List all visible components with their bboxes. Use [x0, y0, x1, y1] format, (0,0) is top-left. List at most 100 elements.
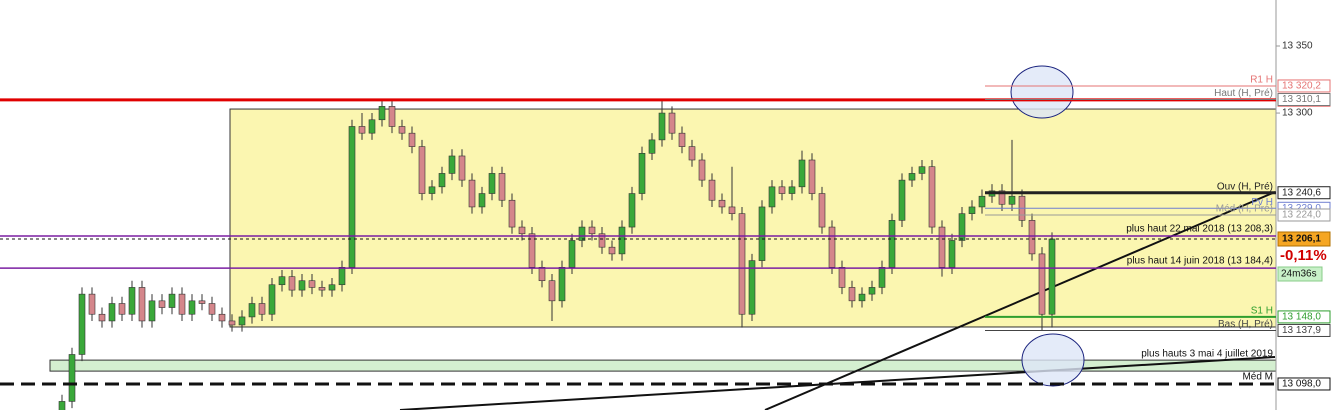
candle-body: [548, 280, 556, 302]
candle-body: [908, 173, 916, 181]
candle-body: [958, 213, 966, 241]
candle-body: [538, 266, 546, 282]
candle-body: [868, 287, 876, 295]
candle-body: [68, 354, 76, 402]
price-tag-label: 13 320,2: [1282, 81, 1321, 92]
candle-body: [798, 159, 806, 188]
candle-body: [878, 266, 886, 288]
price-tag-label: 13 137,9: [1282, 325, 1321, 336]
price-change: -0,11%: [1280, 247, 1327, 264]
candle-body: [478, 193, 486, 208]
candle-body: [888, 220, 896, 268]
candle-body: [328, 284, 336, 291]
candle-body: [588, 226, 596, 235]
line-label: plus haut 22 mai 2018 (13 208,3): [1126, 224, 1273, 235]
price-tag: [1277, 208, 1331, 222]
candle-body: [278, 276, 286, 286]
candle-body: [968, 206, 976, 214]
line-label: Méd M: [1242, 372, 1273, 383]
candle-body: [428, 186, 436, 194]
price-tag: [1277, 377, 1331, 391]
candle-body: [628, 193, 636, 228]
highlight-ellipse: [1021, 333, 1085, 387]
candle-body: [528, 233, 536, 268]
candle-body: [258, 303, 266, 315]
candle-body: [498, 173, 506, 201]
level-label: Haut (H, Pré): [1214, 88, 1273, 99]
candle-body: [178, 293, 186, 315]
level-label: Méd (H, Pré): [1216, 204, 1273, 215]
candle-body: [998, 190, 1006, 205]
price-tag: [1277, 186, 1331, 200]
candle-body: [728, 206, 736, 214]
last-price-label: 13 206,1: [1282, 234, 1321, 245]
candle-body: [558, 266, 566, 302]
price-tag: [1277, 323, 1331, 337]
candle-body: [388, 106, 396, 127]
candle-body: [98, 313, 106, 322]
last-price-tag: [1277, 231, 1331, 247]
candle-body: [898, 179, 906, 221]
candle-body: [638, 152, 646, 194]
candle-body: [338, 266, 346, 286]
candle-body: [1038, 253, 1046, 315]
candle-body: [158, 300, 166, 308]
candle-body: [768, 186, 776, 208]
price-tag: [1277, 310, 1331, 324]
level-label: S1 H: [1251, 306, 1273, 317]
candle-body: [688, 146, 696, 161]
candle-body: [818, 193, 826, 228]
candle-body: [698, 159, 706, 181]
candle-body: [268, 284, 276, 315]
candle-body: [1028, 220, 1036, 255]
candle-body: [978, 195, 986, 208]
line-label: plus haut 14 juin 2018 (13 184,4): [1127, 256, 1273, 267]
candle-body: [168, 293, 176, 308]
candle-body: [418, 146, 426, 194]
timer: 24m36s: [1281, 269, 1317, 280]
candle-body: [568, 240, 576, 268]
candle-body: [678, 132, 686, 147]
candle-body: [128, 287, 136, 315]
zone: [49, 359, 1277, 372]
candle-body: [838, 266, 846, 288]
candle-body: [518, 226, 526, 235]
candle-body: [378, 106, 386, 121]
candle-body: [608, 246, 616, 255]
candle-body: [948, 240, 956, 268]
price-tag-label: 13 310,1: [1282, 94, 1321, 105]
candle-body: [288, 276, 296, 291]
candle-body: [118, 303, 126, 315]
candle-body: [1008, 195, 1016, 205]
candle-body: [358, 126, 366, 134]
candle-body: [348, 126, 356, 268]
candle-body: [88, 293, 96, 315]
candle-body: [488, 173, 496, 194]
candle-body: [188, 300, 196, 315]
candle-body: [228, 320, 236, 326]
candle-body: [78, 293, 86, 355]
y-tick-label: 13 300: [1282, 108, 1313, 119]
candle-body: [448, 155, 456, 174]
candle-body: [138, 287, 146, 322]
candle-body: [368, 119, 376, 134]
candle-body: [468, 179, 476, 208]
level-label: Ouv (H, Pré): [1217, 181, 1273, 192]
price-tag-label: 13 229,0: [1282, 203, 1321, 214]
trend-line: [764, 191, 1276, 410]
timer-box: [1277, 266, 1323, 282]
candle-body: [408, 132, 416, 147]
level-label: Pv H: [1251, 197, 1273, 208]
candle-body: [298, 280, 306, 291]
candle-body: [458, 155, 466, 181]
candle-body: [668, 112, 676, 134]
candle-body: [598, 233, 606, 248]
candle-body: [778, 186, 786, 194]
price-tag: [1277, 79, 1331, 93]
candle-body: [578, 226, 586, 241]
candle-body: [398, 126, 406, 134]
candle-body: [218, 313, 226, 322]
candle-body: [618, 226, 626, 255]
candle-body: [198, 300, 206, 304]
